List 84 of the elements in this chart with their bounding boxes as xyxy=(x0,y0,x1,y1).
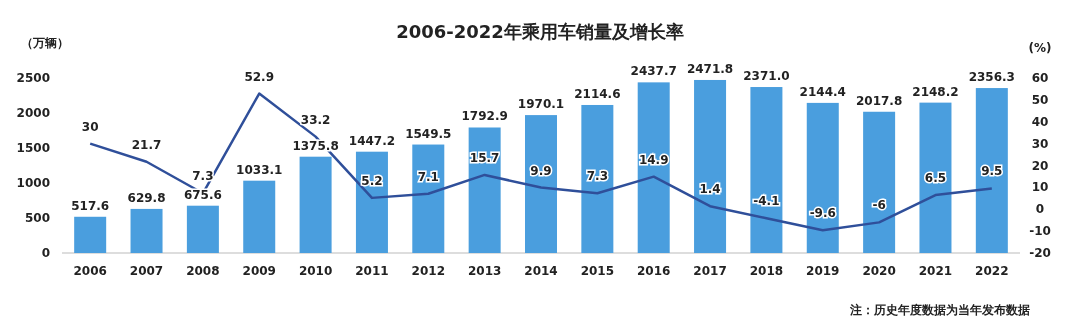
data-label: 2114.6 xyxy=(574,86,621,101)
data-label: 2356.3 xyxy=(968,70,1015,85)
bar xyxy=(975,88,1008,253)
x-tick-label: 2016 xyxy=(637,264,671,278)
x-tick-label: 2007 xyxy=(129,264,164,278)
data-label: -4.1 xyxy=(753,194,780,209)
chart-title: 2006-2022年乘用车销量及增长率 xyxy=(396,21,684,42)
y2-tick-label: 40 xyxy=(1031,114,1049,129)
y2-tick-label: 0 xyxy=(1035,202,1045,217)
y2-tick-label: -20 xyxy=(1029,246,1051,260)
y-tick-label: 1500 xyxy=(16,141,50,155)
data-label: 7.3 xyxy=(192,169,214,184)
data-label: 7.1 xyxy=(417,169,439,184)
y2-tick-label: 60 xyxy=(1031,71,1049,85)
data-label: 30 xyxy=(81,119,99,134)
data-label: 5.2 xyxy=(361,173,383,188)
data-label: 33.2 xyxy=(300,112,331,127)
x-tick-label: 2013 xyxy=(467,264,502,278)
data-label: 675.6 xyxy=(183,187,222,202)
data-label: 6.5 xyxy=(924,171,947,186)
data-label: 15.7 xyxy=(469,150,500,165)
data-label: 1970.1 xyxy=(517,97,565,112)
bar xyxy=(581,104,614,253)
data-label: 1033.1 xyxy=(236,162,283,177)
y2-tick-label: -10 xyxy=(1029,224,1051,239)
data-label: -9.6 xyxy=(809,206,836,221)
data-label: 2471.8 xyxy=(686,61,734,76)
x-tick-label: 2009 xyxy=(242,264,276,278)
x-tick-label: 2018 xyxy=(749,264,784,278)
bar xyxy=(74,216,107,253)
y-tick-label: 2500 xyxy=(16,71,50,85)
bar xyxy=(525,115,557,253)
y2-tick-label: 20 xyxy=(1031,158,1049,173)
data-label: 2148.2 xyxy=(912,84,959,99)
x-tick-label: 2010 xyxy=(298,264,333,278)
data-label: 1549.5 xyxy=(405,126,452,141)
x-tick-label: 2022 xyxy=(975,264,1009,278)
data-label: 9.5 xyxy=(981,164,1003,179)
data-label: 1447.2 xyxy=(348,133,396,148)
data-label: 2437.7 xyxy=(630,64,677,79)
y2-tick-label: 30 xyxy=(1031,136,1049,151)
y2-axis-title: (%) xyxy=(1028,41,1052,55)
bar xyxy=(186,205,219,253)
data-label: 629.8 xyxy=(127,190,166,205)
x-tick-label: 2021 xyxy=(918,264,953,278)
x-tick-label: 2012 xyxy=(411,264,445,278)
x-tick-label: 2017 xyxy=(693,264,727,278)
data-label: 7.3 xyxy=(586,169,608,184)
x-tick-label: 2006 xyxy=(73,264,107,278)
x-tick-label: 2015 xyxy=(580,264,615,278)
bar xyxy=(750,87,783,253)
x-tick-label: 2008 xyxy=(186,264,220,278)
data-label: -6 xyxy=(872,198,886,213)
data-label: 9.9 xyxy=(530,163,552,178)
x-tick-label: 2020 xyxy=(862,264,896,278)
x-tick-label: 2011 xyxy=(355,264,389,278)
data-label: 2144.4 xyxy=(799,84,846,99)
x-tick-label: 2019 xyxy=(806,264,840,278)
bar xyxy=(863,111,896,253)
text: 注：历史年度数据为当年发布数据 xyxy=(849,303,1030,317)
data-label: 517.6 xyxy=(71,198,110,213)
bar xyxy=(919,102,952,253)
y-tick-label: 2000 xyxy=(16,106,50,120)
data-label: 21.7 xyxy=(131,137,162,152)
y-tick-label: 1000 xyxy=(16,176,50,190)
bar xyxy=(806,102,839,253)
bar xyxy=(243,180,276,253)
y-tick-label: 500 xyxy=(24,211,50,225)
y-axis-title: （万辆） xyxy=(21,36,69,50)
data-label: 2017.8 xyxy=(855,93,903,108)
data-label: 1.4 xyxy=(699,182,721,197)
y-tick-label: 0 xyxy=(41,246,50,260)
bar xyxy=(299,156,332,253)
data-label: 52.9 xyxy=(244,69,275,84)
data-label: 1792.9 xyxy=(461,109,508,124)
y2-tick-label: 50 xyxy=(1031,92,1049,107)
bar xyxy=(637,82,670,253)
data-label: 14.9 xyxy=(638,152,669,167)
y2-tick-label: 10 xyxy=(1031,180,1049,195)
bar xyxy=(412,144,445,253)
x-tick-label: 2014 xyxy=(524,264,558,278)
data-label: 2371.0 xyxy=(743,69,790,84)
bar xyxy=(694,79,727,253)
bar xyxy=(130,208,163,253)
